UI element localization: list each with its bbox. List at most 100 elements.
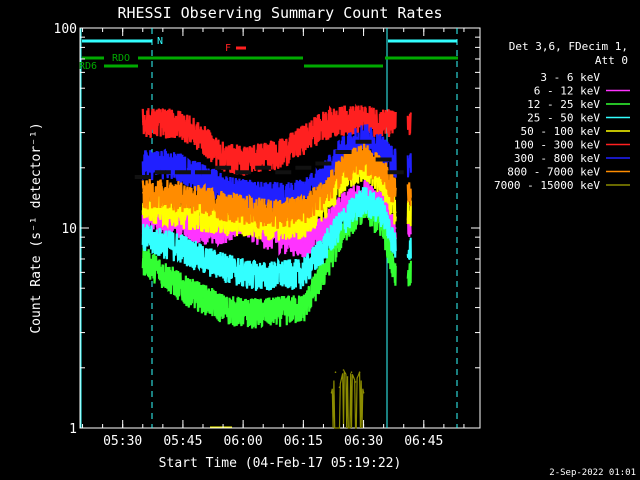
series-6	[141, 124, 412, 213]
series-tail	[406, 237, 412, 260]
data-point	[302, 271, 305, 274]
data-point	[282, 309, 285, 311]
data-point	[202, 258, 204, 260]
series-tail	[406, 153, 412, 178]
footer-timestamp: 2-Sep-2022 01:01	[549, 468, 636, 478]
series-tail	[406, 200, 412, 227]
data-point	[322, 204, 325, 206]
x-axis-label: Start Time (04-Feb-17 05:19:22)	[159, 456, 402, 471]
x-tick-label: 05:45	[163, 434, 202, 449]
data-point	[338, 386, 341, 389]
data-point	[282, 194, 285, 197]
data-point	[342, 204, 345, 206]
data-point	[382, 147, 385, 150]
data-point	[242, 192, 244, 194]
legend-entry-label: 800 - 7000 keV	[507, 166, 600, 179]
data-point	[334, 371, 337, 374]
data-point	[394, 162, 397, 165]
data-point	[182, 123, 184, 126]
data-point	[342, 369, 345, 371]
data-point	[358, 371, 361, 374]
data-point	[322, 192, 325, 194]
data-point	[182, 287, 184, 290]
legend-entry-label: 25 - 50 keV	[527, 112, 600, 125]
data-point	[362, 392, 365, 394]
data-point	[142, 162, 144, 165]
data-point	[142, 120, 144, 123]
data-point	[262, 311, 265, 313]
x-tick-label: 06:45	[404, 434, 443, 449]
data-point	[382, 211, 385, 213]
data-point	[302, 223, 305, 225]
data-point	[330, 392, 333, 394]
data-point	[362, 198, 365, 200]
data-point	[394, 246, 397, 249]
data-point	[342, 176, 345, 178]
x-tick-label: 06:00	[224, 434, 263, 449]
data-point	[302, 192, 305, 194]
data-point	[302, 241, 305, 243]
data-point	[394, 192, 397, 194]
series-tail	[406, 182, 412, 207]
y-axis-label: Count Rate (s⁻¹ detector⁻¹)	[29, 122, 44, 333]
data-point	[142, 236, 144, 238]
chart-title: RHESSI Observing Summary Count Rates	[117, 4, 442, 22]
data-point	[202, 296, 204, 299]
data-point	[182, 194, 184, 197]
legend-entry-label: 100 - 300 keV	[514, 139, 600, 152]
legend-entry-label: 12 - 25 keV	[527, 98, 600, 111]
data-point	[222, 306, 224, 309]
series-group	[134, 103, 412, 429]
data-point	[346, 376, 349, 378]
data-point	[394, 227, 397, 229]
y-tick-label: 10	[61, 222, 77, 237]
data-point	[342, 167, 345, 169]
data-point	[142, 218, 144, 221]
data-point	[262, 154, 265, 157]
x-tick-label: 06:15	[284, 434, 323, 449]
data-point	[242, 207, 244, 210]
legend-entry-label: 3 - 6 keV	[540, 71, 600, 84]
flare-label: F	[225, 43, 231, 54]
data-point	[142, 258, 144, 260]
data-point	[282, 273, 285, 275]
legend-entry-label: 300 - 800 keV	[514, 152, 600, 165]
data-point	[282, 151, 285, 153]
axes: 05:30 05:45 06:00 06:15 06:30 06:45 1 10 100	[54, 22, 480, 449]
data-point	[262, 194, 265, 197]
series-5	[141, 103, 412, 176]
data-point	[162, 271, 164, 274]
data-point	[302, 137, 305, 140]
data-point	[162, 162, 164, 165]
series-7	[141, 143, 412, 229]
legend-entry-label: 50 - 100 keV	[521, 125, 601, 138]
data-point	[262, 211, 265, 213]
series-line	[141, 124, 397, 213]
data-point	[362, 154, 365, 157]
series-8	[330, 369, 365, 429]
data-point	[382, 120, 385, 123]
data-point	[342, 218, 345, 221]
data-point	[302, 306, 305, 309]
data-point	[354, 381, 357, 383]
data-point	[362, 134, 365, 137]
data-point	[394, 271, 397, 274]
data-point	[302, 207, 305, 210]
data-point	[162, 207, 164, 210]
data-point	[242, 158, 244, 161]
series-line	[141, 143, 397, 229]
series-tail	[406, 112, 412, 136]
data-point	[242, 271, 244, 274]
data-point	[342, 147, 345, 150]
data-point	[322, 123, 325, 126]
data-point	[222, 154, 224, 157]
data-point	[322, 176, 325, 178]
data-point	[350, 371, 353, 374]
data-point	[342, 118, 345, 120]
night-label: N	[157, 36, 163, 47]
data-point	[242, 311, 244, 313]
x-tick-label: 05:30	[103, 434, 142, 449]
data-point	[202, 198, 204, 200]
data-point	[182, 246, 184, 249]
